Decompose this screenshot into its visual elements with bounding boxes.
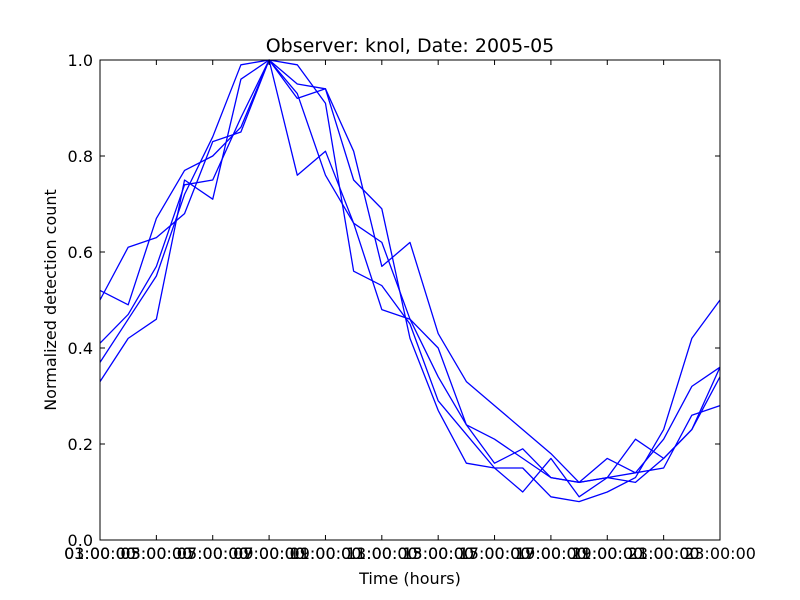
y-tick-label: 1.0: [68, 51, 93, 70]
x-tick-label: 23:00:00: [628, 544, 700, 563]
series-line-5: [99, 59, 721, 484]
x-tick-label: 13:00:00: [346, 544, 418, 563]
y-tick-label: 0.0: [68, 531, 93, 550]
x-tick-label: 05:00:00: [120, 544, 192, 563]
plot-lines: [99, 59, 721, 503]
x-tick-label: 19:00:00: [515, 544, 587, 563]
x-tick-label: 03:00:00: [120, 544, 192, 563]
x-tick-label: 13:00:00: [402, 544, 474, 563]
x-tick-label: 21:00:00: [571, 544, 643, 563]
plot-area-frame: [99, 59, 721, 541]
x-tick-label: 09:00:00: [290, 544, 362, 563]
y-tick-label: 0.8: [68, 147, 93, 166]
y-tick-label: 0.4: [68, 339, 93, 358]
x-tick-label: 03:00:00: [64, 544, 136, 563]
x-tick-label: 19:00:00: [571, 544, 643, 563]
y-axis-label: Normalized detection count: [41, 189, 60, 411]
chart-title: Observer: knol, Date: 2005-05: [266, 35, 555, 57]
x-tick-label: 17:00:00: [515, 544, 587, 563]
y-axis-ticks: 0.0 0.2 0.4 0.6 0.8 1.0: [68, 51, 720, 550]
x-tick-label: 01:00:00: [64, 544, 136, 563]
series-line-4: [99, 59, 721, 498]
series-line-1: [99, 59, 721, 484]
x-tick-label: 23:00:00: [684, 544, 756, 563]
x-tick-label: 05:00:00: [177, 544, 249, 563]
x-axis-label: Time (hours): [358, 569, 461, 588]
x-tick-label: 21:00:00: [628, 544, 700, 563]
x-tick-label: 15:00:00: [459, 544, 531, 563]
series-line-3: [99, 59, 721, 503]
x-tick-label: 07:00:00: [177, 544, 249, 563]
x-tick-label: 17:00:00: [459, 544, 531, 563]
y-tick-label: 0.6: [68, 243, 93, 262]
y-tick-label: 0.2: [68, 435, 93, 454]
x-axis-ticks: 01:00:0003:00:0003:00:0005:00:0005:00:00…: [64, 60, 756, 563]
x-tick-label: 15:00:00: [402, 544, 474, 563]
x-tick-label: 09:00:00: [233, 544, 305, 563]
x-tick-label: 11:00:00: [290, 544, 362, 563]
series-line-2: [99, 59, 721, 484]
x-tick-label: 07:00:00: [233, 544, 305, 563]
x-tick-label: 11:00:00: [346, 544, 418, 563]
